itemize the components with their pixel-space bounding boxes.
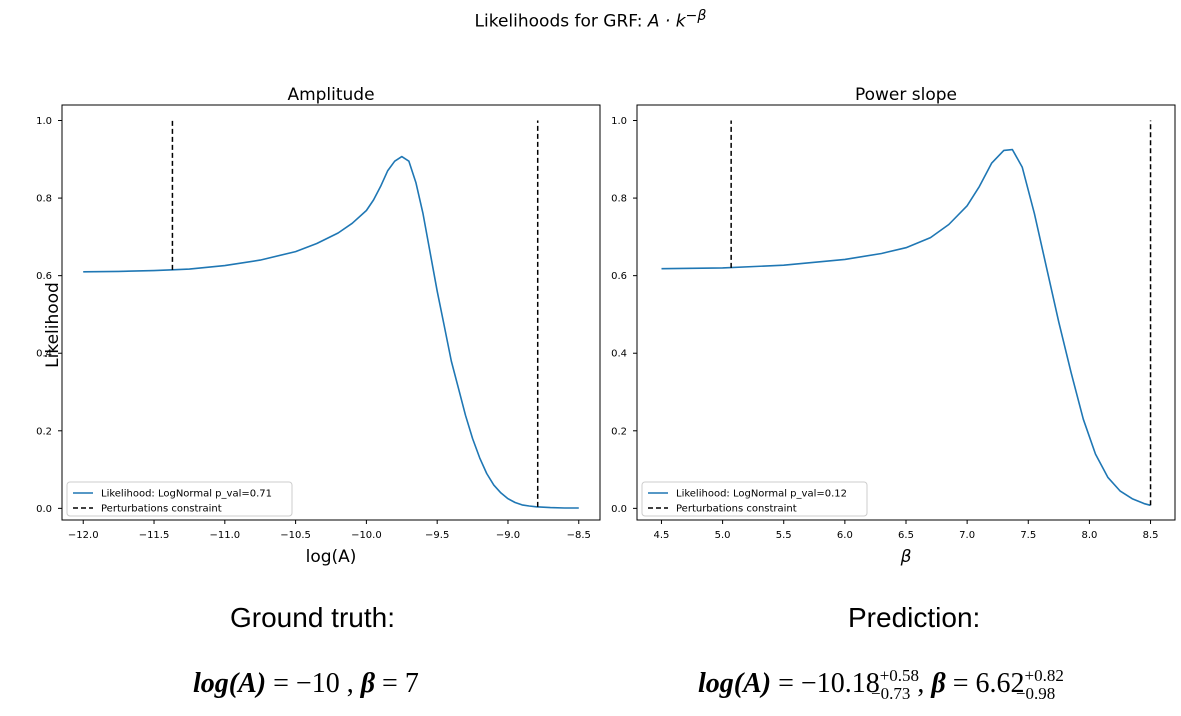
legend-entry: Likelihood: LogNormal p_val=0.12: [676, 489, 847, 500]
y-tick-label: 0.2: [611, 426, 627, 437]
x-tick-label: −9.0: [496, 530, 520, 541]
chart-panel-1: Amplitude −12.0 −11.5 −11.0 −10.5 −10.0 −9.5 −9…: [36, 85, 601, 567]
y-tick-label: 0.4: [36, 349, 52, 360]
axes-frame: [636, 104, 1176, 521]
legend-entry: Perturbations constraint: [101, 504, 222, 515]
y-tick-label: 0.2: [36, 426, 52, 437]
x-tick-label: −9.5: [425, 530, 449, 541]
legend-box: [641, 481, 868, 517]
x-tick-label: −8.5: [567, 530, 591, 541]
x-tick-label: −12.0: [68, 530, 99, 541]
y-tick-label: 0.8: [611, 194, 627, 205]
x-axis-label: β: [900, 547, 912, 567]
legend-entry: Perturbations constraint: [676, 504, 797, 515]
prediction-formula: log(A) = −10.18+0.58−0.73 , β = 6.62+0.8…: [698, 666, 1064, 703]
x-tick-label: 4.5: [654, 530, 670, 541]
legend-box: [66, 481, 293, 517]
likelihood-line: [83, 155, 579, 509]
x-tick-label: −11.0: [209, 530, 240, 541]
x-tick-label: 7.5: [1020, 530, 1036, 541]
legend-entry: Likelihood: LogNormal p_val=0.71: [101, 489, 272, 500]
y-tick-label: 0.8: [36, 194, 52, 205]
y-tick-label: 1.0: [611, 116, 627, 127]
figure-suptitle: Likelihoods for GRF: A · k−β: [474, 8, 707, 32]
x-tick-label: 8.0: [1081, 530, 1097, 541]
ground-truth-label: Ground truth:: [230, 602, 395, 633]
y-tick-label: 1.0: [36, 116, 52, 127]
y-tick-label: 0.6: [36, 271, 52, 282]
chart-title: Power slope: [855, 85, 957, 105]
x-tick-label: 6.0: [837, 530, 853, 541]
y-tick-label: 0.0: [611, 504, 627, 515]
x-tick-label: −10.0: [351, 530, 382, 541]
y-tick-label: 0.0: [36, 504, 52, 515]
y-tick-label: 0.4: [611, 349, 627, 360]
chart-panel-2: Power slope 4.5 5.0 5.5 6.0 6.5 7.0 7.5 8.0 8.5 0.…: [611, 85, 1176, 567]
y-axis-label: Likelihood: [42, 282, 63, 368]
x-tick-label: 5.0: [715, 530, 731, 541]
x-tick-label: 7.0: [959, 530, 975, 541]
y-tick-label: 0.6: [611, 271, 627, 282]
figure-canvas: Amplitude −12.0 −11.5 −11.0 −10.5 −10.0 −9.5 −9…: [36, 85, 1176, 567]
x-tick-label: 8.5: [1143, 530, 1159, 541]
ground-truth-formula: log(A) = −10 , β = 7: [193, 668, 419, 699]
chart-title: Amplitude: [287, 85, 374, 105]
x-tick-label: 6.5: [898, 530, 914, 541]
axes-frame: [61, 104, 601, 521]
x-tick-label: 5.5: [776, 530, 792, 541]
x-axis-label: log(A): [306, 547, 357, 567]
likelihood-line: [661, 148, 1151, 507]
x-tick-label: −10.5: [280, 530, 311, 541]
x-tick-label: −11.5: [139, 530, 170, 541]
prediction-label: Prediction:: [848, 602, 981, 633]
